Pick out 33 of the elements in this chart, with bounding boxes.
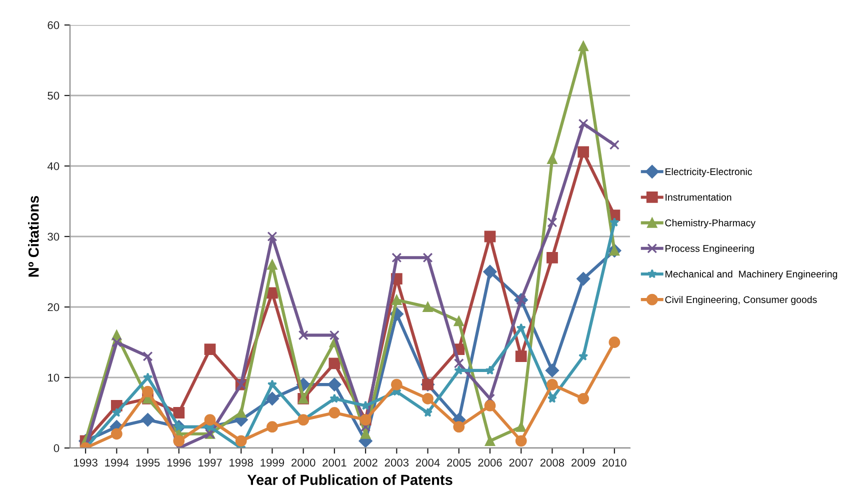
x-tick-label: 2003 [384,458,409,467]
x-tick-label: 1994 [105,458,129,467]
x-tick-label: 1998 [230,458,253,467]
x-tick-label: 1993 [74,458,98,467]
legend-label: Electricity-Electronic [666,168,752,178]
y-tick-label: 40 [47,162,60,170]
x-tick-label: 1995 [136,458,160,467]
x-tick-label: 2009 [572,458,596,467]
x-tick-label: 2006 [478,458,502,467]
x-tick-label: 1997 [198,458,222,467]
y-tick-label: 0 [54,444,60,452]
x-tick-label: 1996 [167,458,191,467]
legend-label: Chemistry-Pharmacy [665,219,756,228]
legend-label: Instrumentation [666,194,732,201]
y-tick-label: 20 [48,303,60,312]
x-tick-label: 2002 [354,458,378,467]
x-axis-title: Year of Publication of Patents [247,474,452,486]
x-tick-label: 2001 [322,458,346,467]
x-tick-label: 2000 [292,458,316,467]
legend-label: Civil Engineering, Consumer goods [665,296,817,306]
y-tick-label: 10 [48,374,60,382]
x-tick-label: 2010 [602,458,626,467]
legend-label: Mechanical and Machinery Engineering [666,270,838,280]
x-tick-label: 2005 [447,458,471,467]
x-tick-label: 1999 [260,458,284,467]
x-tick-label: 2007 [509,458,533,467]
y-tick-label: 60 [48,21,60,30]
y-tick-label: 30 [48,232,60,241]
y-tick-label: 50 [48,92,60,100]
x-tick-label: 2008 [540,458,564,467]
y-axis-title: Nº Citations [28,196,39,277]
legend-label: Process Engineering [666,244,754,254]
x-tick-label: 2004 [416,458,440,467]
